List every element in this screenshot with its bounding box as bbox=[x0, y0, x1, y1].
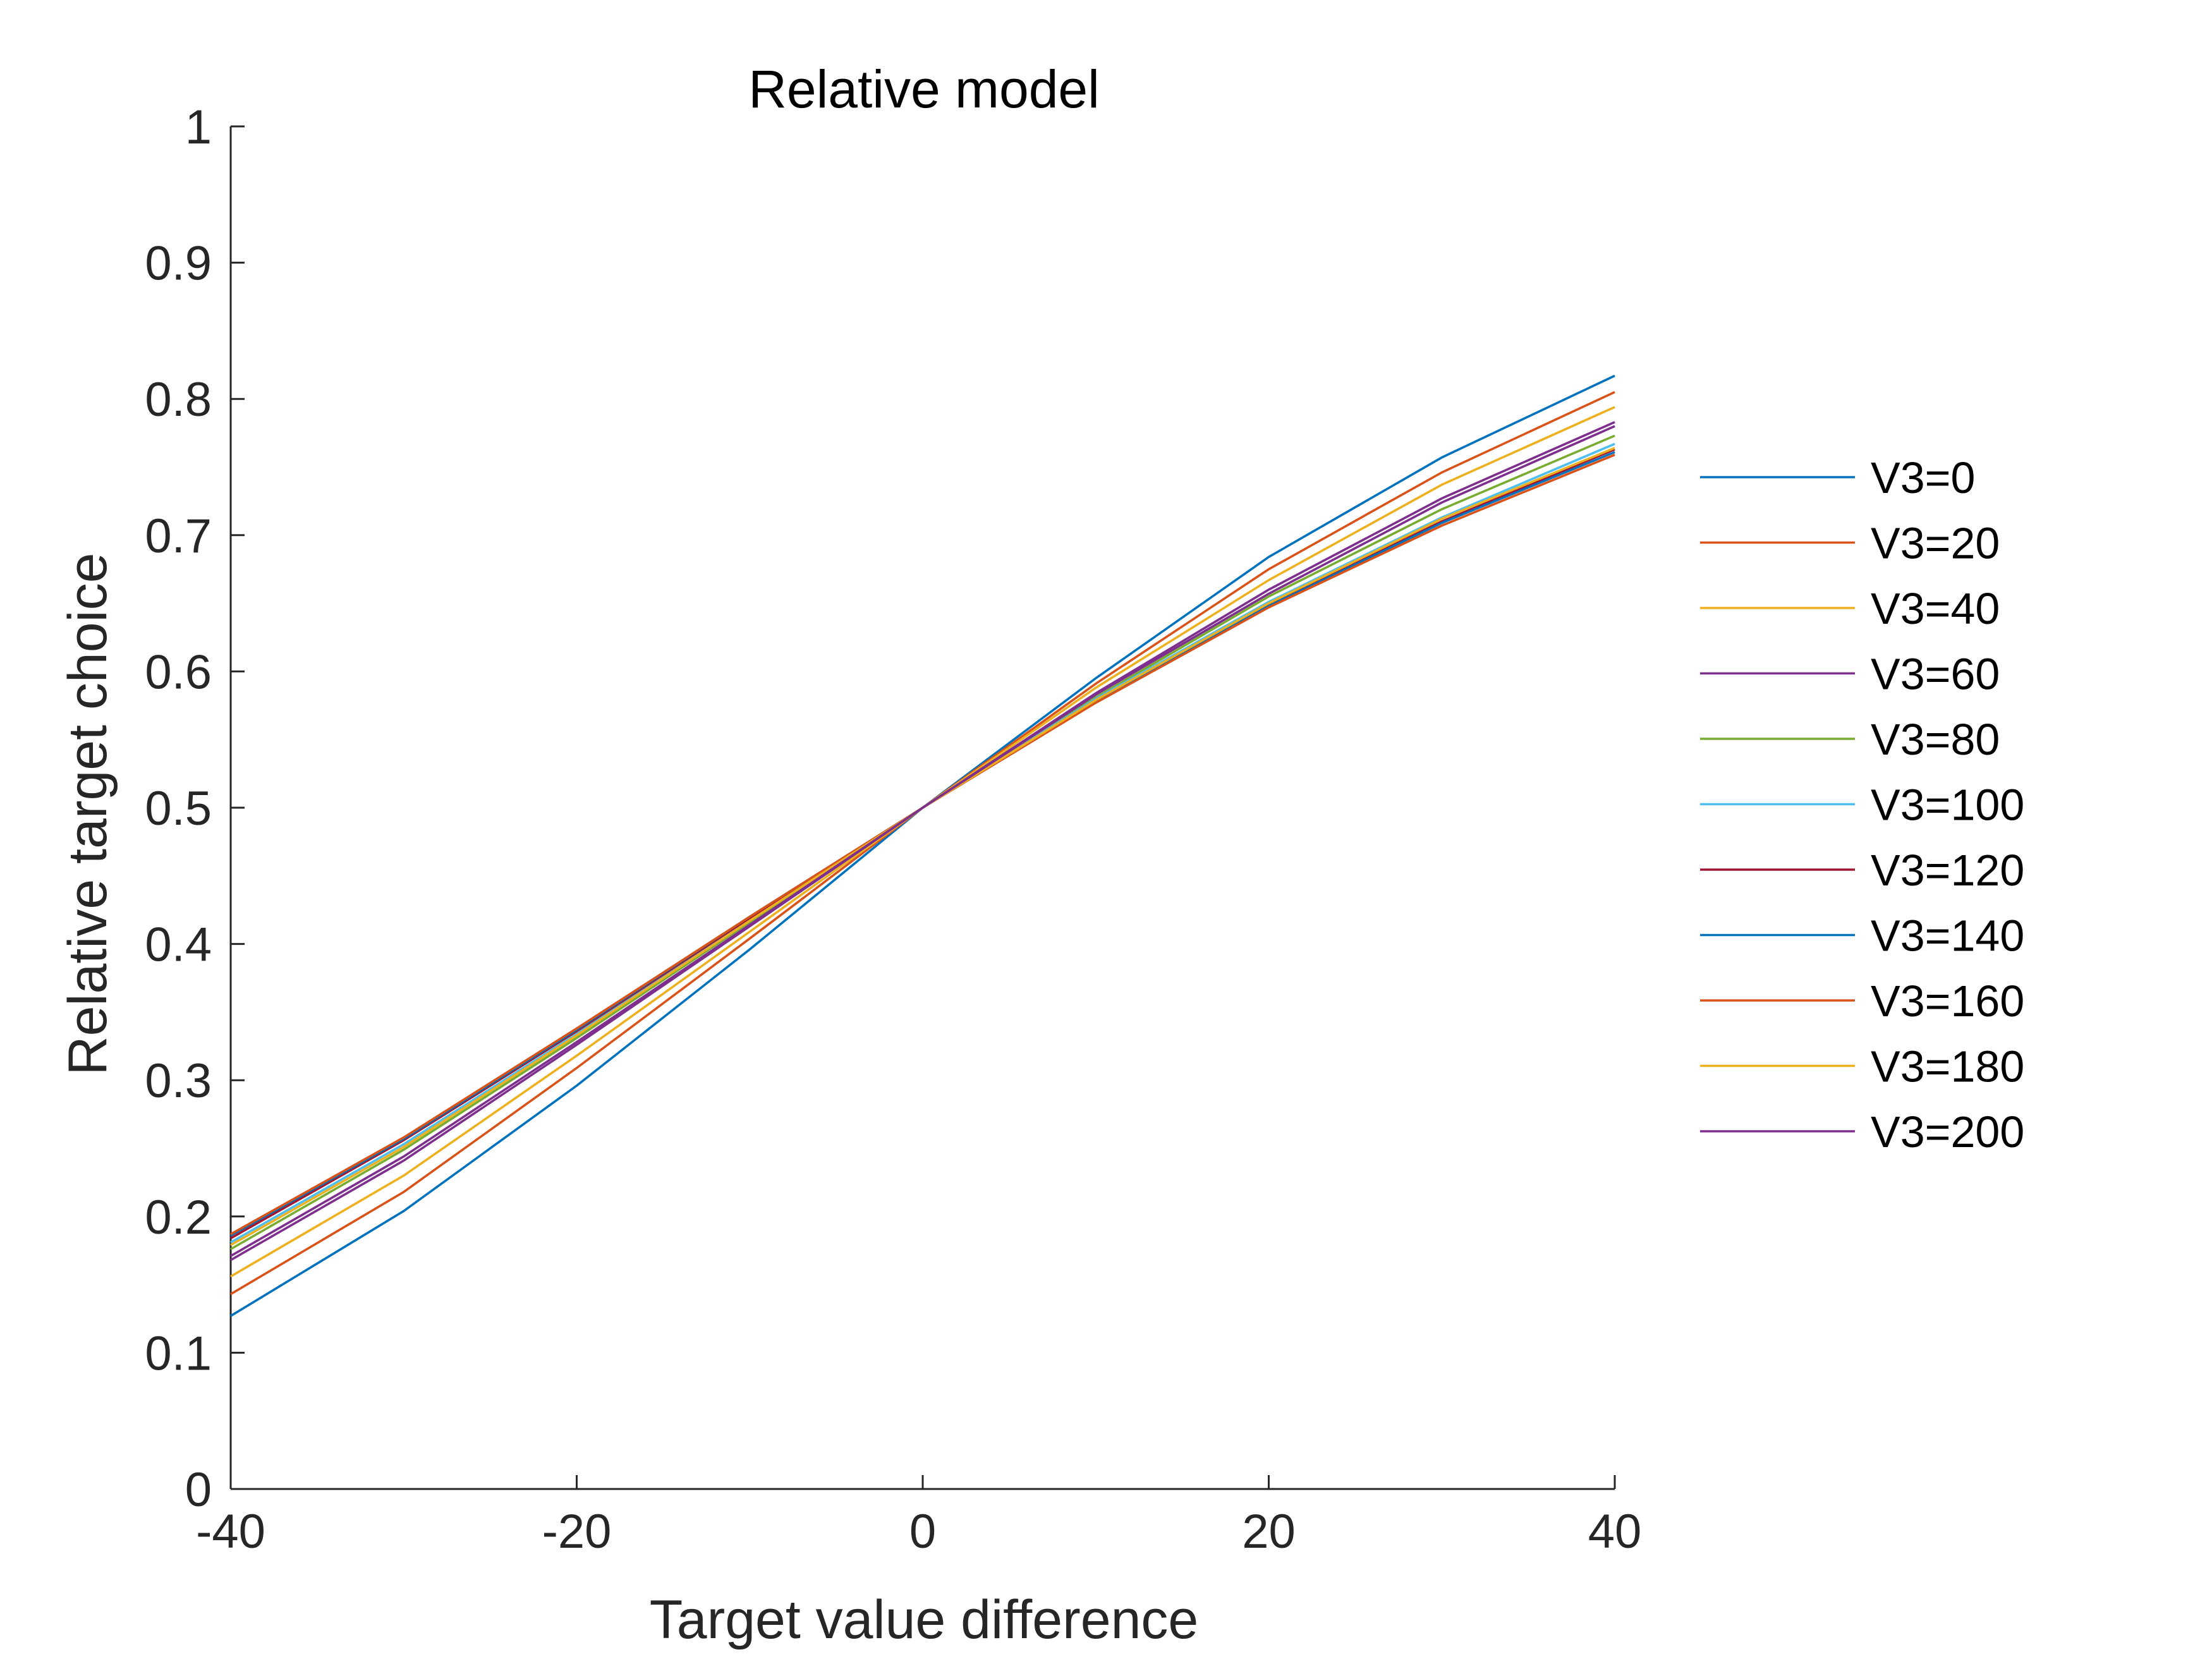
legend-item: V3=200 bbox=[1700, 1107, 2024, 1157]
y-tick-label: 1 bbox=[185, 100, 212, 154]
x-axis-label: Target value difference bbox=[650, 1589, 1199, 1650]
legend-label: V3=140 bbox=[1871, 911, 2024, 961]
x-tick-label: -20 bbox=[542, 1505, 612, 1559]
series-layer bbox=[230, 374, 1615, 1317]
series-line-v3-140 bbox=[230, 451, 1615, 1237]
legend-item: V3=40 bbox=[1700, 584, 2000, 633]
y-tick-label: 0.2 bbox=[145, 1191, 212, 1244]
x-tick-label: 20 bbox=[1242, 1505, 1296, 1559]
y-tick-label: 0.7 bbox=[145, 509, 212, 563]
y-tick-label: 0.1 bbox=[145, 1327, 212, 1380]
y-tick-label: 0.6 bbox=[145, 645, 212, 699]
y-tick-label: 0.4 bbox=[145, 918, 212, 972]
legend-label: V3=60 bbox=[1871, 650, 2000, 699]
legend: V3=0 V3=20 V3=40 V3=60 V3=80 V3=100 V3=120 V3=1… bbox=[1700, 453, 2024, 1157]
legend-item: V3=180 bbox=[1700, 1042, 2024, 1091]
legend-label: V3=80 bbox=[1871, 715, 2000, 764]
series-line-v3-180 bbox=[230, 447, 1615, 1246]
legend-item: V3=60 bbox=[1700, 650, 2000, 699]
legend-label: V3=0 bbox=[1871, 453, 1975, 502]
legend-label: V3=120 bbox=[1871, 846, 2024, 895]
legend-label: V3=40 bbox=[1871, 584, 2000, 633]
legend-item: V3=120 bbox=[1700, 846, 2024, 895]
legend-label: V3=160 bbox=[1871, 976, 2024, 1026]
y-tick-label: 0.8 bbox=[145, 373, 212, 427]
legend-item: V3=0 bbox=[1700, 453, 1975, 502]
x-tick-label: -40 bbox=[196, 1505, 265, 1559]
y-tick-label: 0.9 bbox=[145, 237, 212, 291]
axes: 0 0.1 0.2 0.3 0.4 0.5 0.6 0.7 0.8 0.9 1 -40 -20 0 20 40 bbox=[145, 100, 1641, 1559]
series-line-v3-100 bbox=[230, 442, 1615, 1244]
legend-item: V3=80 bbox=[1700, 715, 2000, 764]
series-line-v3-200 bbox=[230, 425, 1615, 1257]
legend-item: V3=140 bbox=[1700, 911, 2024, 961]
legend-label: V3=180 bbox=[1871, 1042, 2024, 1091]
y-tick-label: 0.5 bbox=[145, 782, 212, 836]
legend-label: V3=200 bbox=[1871, 1107, 2024, 1157]
y-tick-label: 0.3 bbox=[145, 1054, 212, 1108]
legend-item: V3=20 bbox=[1700, 519, 2000, 568]
series-line-v3-80 bbox=[230, 434, 1615, 1251]
chart-title: Relative model bbox=[748, 59, 1100, 119]
y-tick-label: 0 bbox=[185, 1463, 212, 1517]
x-tick-label: 40 bbox=[1588, 1505, 1642, 1559]
series-line-v3-120 bbox=[230, 448, 1615, 1239]
x-tick-label: 0 bbox=[909, 1505, 936, 1559]
y-axis-label: Relative target choice bbox=[58, 553, 118, 1076]
legend-label: V3=100 bbox=[1871, 781, 2024, 830]
legend-label: V3=20 bbox=[1871, 519, 2000, 568]
legend-item: V3=100 bbox=[1700, 781, 2024, 830]
legend-item: V3=160 bbox=[1700, 976, 2024, 1026]
